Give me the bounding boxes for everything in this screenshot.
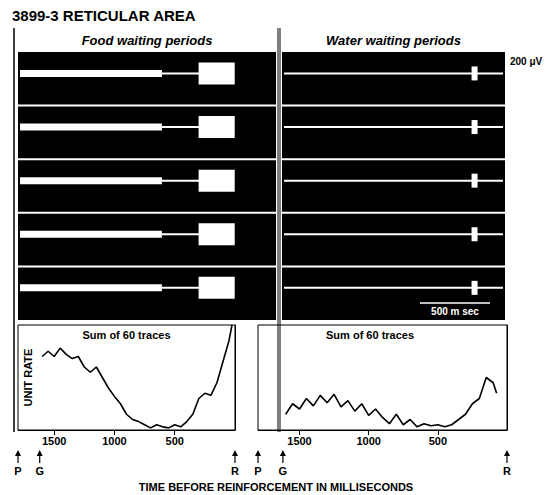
svg-text:500 m sec: 500 m sec — [431, 306, 479, 317]
svg-text:P: P — [14, 465, 21, 477]
svg-text:Sum of 60 traces: Sum of 60 traces — [82, 329, 170, 341]
svg-text:1000: 1000 — [102, 435, 126, 447]
svg-text:Water waiting periods: Water waiting periods — [326, 33, 461, 48]
svg-text:Food waiting periods: Food waiting periods — [82, 33, 213, 48]
svg-text:R: R — [231, 465, 239, 477]
svg-text:200 μV: 200 μV — [510, 56, 543, 67]
svg-text:UNIT RATE: UNIT RATE — [22, 349, 34, 407]
svg-text:TIME BEFORE REINFORCEMENT IN M: TIME BEFORE REINFORCEMENT IN MILLISECOND… — [139, 481, 413, 493]
svg-text:R: R — [503, 465, 511, 477]
svg-text:500: 500 — [166, 435, 184, 447]
svg-text:1500: 1500 — [287, 435, 311, 447]
svg-text:P: P — [254, 465, 261, 477]
svg-text:1500: 1500 — [42, 435, 66, 447]
svg-text:1000: 1000 — [356, 435, 380, 447]
svg-text:G: G — [35, 465, 44, 477]
svg-text:G: G — [279, 465, 288, 477]
svg-text:500: 500 — [429, 435, 447, 447]
svg-text:Sum of 60 traces: Sum of 60 traces — [326, 329, 414, 341]
svg-text:3899-3 RETICULAR AREA: 3899-3 RETICULAR AREA — [12, 7, 196, 24]
